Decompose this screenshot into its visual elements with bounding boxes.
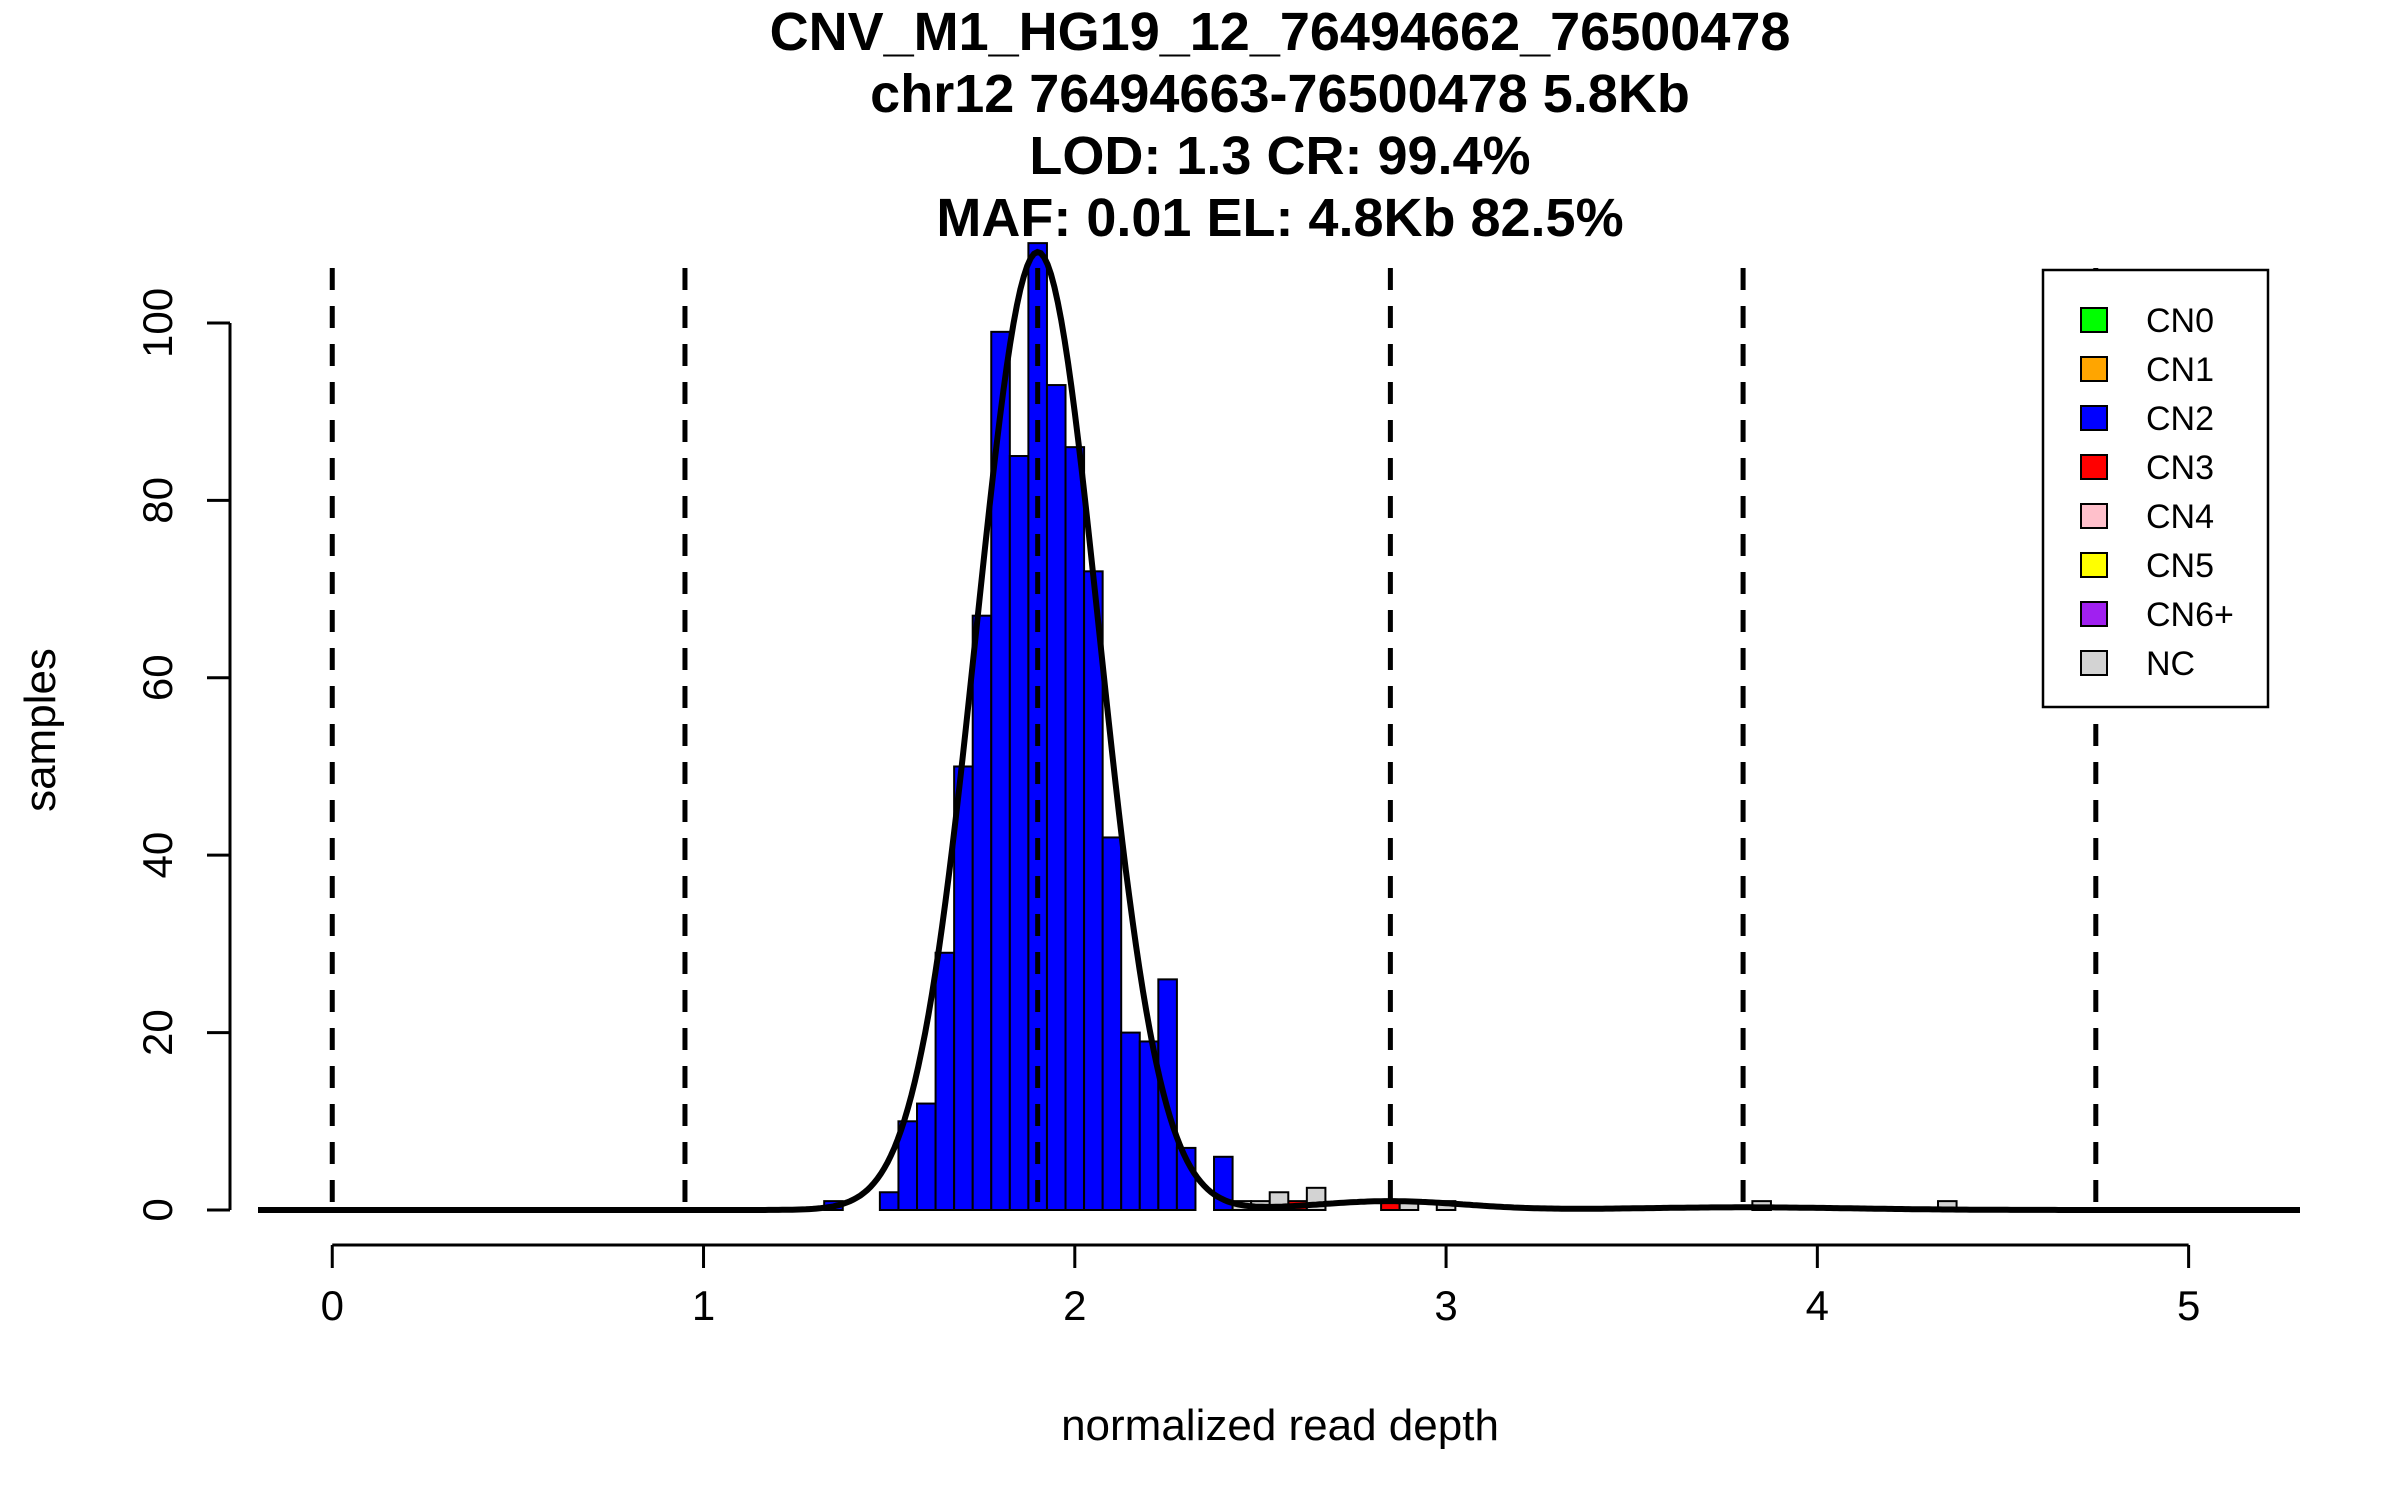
histogram-bar-cn2 <box>1008 455 1030 1212</box>
histogram-bar-cn2 <box>1064 446 1086 1212</box>
chart-title-line-4: MAF: 0.01 EL: 4.8Kb 82.5% <box>936 188 1623 248</box>
legend-swatch-cn6plus <box>2080 601 2108 627</box>
density-curve <box>258 248 2300 1213</box>
legend-swatch-nc <box>2080 650 2108 676</box>
x-axis-ticks: 0 1 2 3 4 5 <box>321 1245 2200 1329</box>
histogram-bar-cn2 <box>1157 978 1178 1211</box>
histogram-bar-cn2 <box>971 614 993 1211</box>
y-tick-label: 100 <box>134 288 181 358</box>
x-tick-label: 4 <box>1806 1282 1829 1329</box>
histogram-bar-cn2 <box>878 1191 900 1212</box>
legend-label: CN1 <box>2146 351 2214 389</box>
legend-label: CN4 <box>2146 498 2214 536</box>
y-tick-label: 60 <box>134 654 181 701</box>
legend-swatch-cn4 <box>2080 503 2108 529</box>
histogram-bar-cn2 <box>1083 570 1104 1211</box>
y-tick-label: 0 <box>134 1198 181 1221</box>
copy-number-cutoff-lines <box>329 268 2099 1210</box>
y-axis-ticks: 0 20 40 60 80 100 <box>134 288 230 1222</box>
chart-title-line-3: LOD: 1.3 CR: 99.4% <box>1029 126 1530 186</box>
legend-label: NC <box>2146 645 2195 683</box>
histogram-bar-cn2 <box>1120 1031 1141 1212</box>
y-tick-label: 40 <box>134 832 181 879</box>
legend: CN0 CN1 CN2 CN3 CN4 CN5 CN6+ NC <box>2041 268 2270 709</box>
histogram-bar-cn2 <box>916 1102 937 1211</box>
legend-swatch-cn5 <box>2080 552 2108 578</box>
legend-swatch-cn0 <box>2080 307 2108 333</box>
x-tick-label: 2 <box>1063 1282 1086 1329</box>
legend-box <box>2041 268 2270 709</box>
legend-swatch-cn2 <box>2080 405 2108 431</box>
chart-title-line-1: CNV_M1_HG19_12_76494662_76500478 <box>770 2 1791 62</box>
histogram-bar-cn2 <box>934 951 956 1212</box>
legend-label: CN2 <box>2146 400 2214 438</box>
legend-label: CN0 <box>2146 302 2214 340</box>
legend-label: CN3 <box>2146 449 2214 487</box>
x-tick-label: 5 <box>2177 1282 2200 1329</box>
legend-swatch-cn1 <box>2080 356 2108 382</box>
x-tick-label: 3 <box>1434 1282 1457 1329</box>
chart-title-line-2: chr12 76494663-76500478 5.8Kb <box>870 64 1690 124</box>
histogram-bar-cn2 <box>1045 384 1067 1211</box>
y-tick-label: 20 <box>134 1009 181 1056</box>
y-tick-label: 80 <box>134 477 181 524</box>
y-axis-label: samples <box>16 648 65 812</box>
legend-swatch-cn3 <box>2080 454 2108 480</box>
x-axis-label: normalized read depth <box>1061 1401 1499 1450</box>
x-tick-label: 1 <box>692 1282 715 1329</box>
x-tick-label: 0 <box>321 1282 344 1329</box>
histogram-bar-cn2 <box>1101 836 1123 1211</box>
legend-label: CN5 <box>2146 547 2214 585</box>
histogram-bars <box>823 242 1958 1212</box>
legend-label: CN6+ <box>2146 596 2234 634</box>
